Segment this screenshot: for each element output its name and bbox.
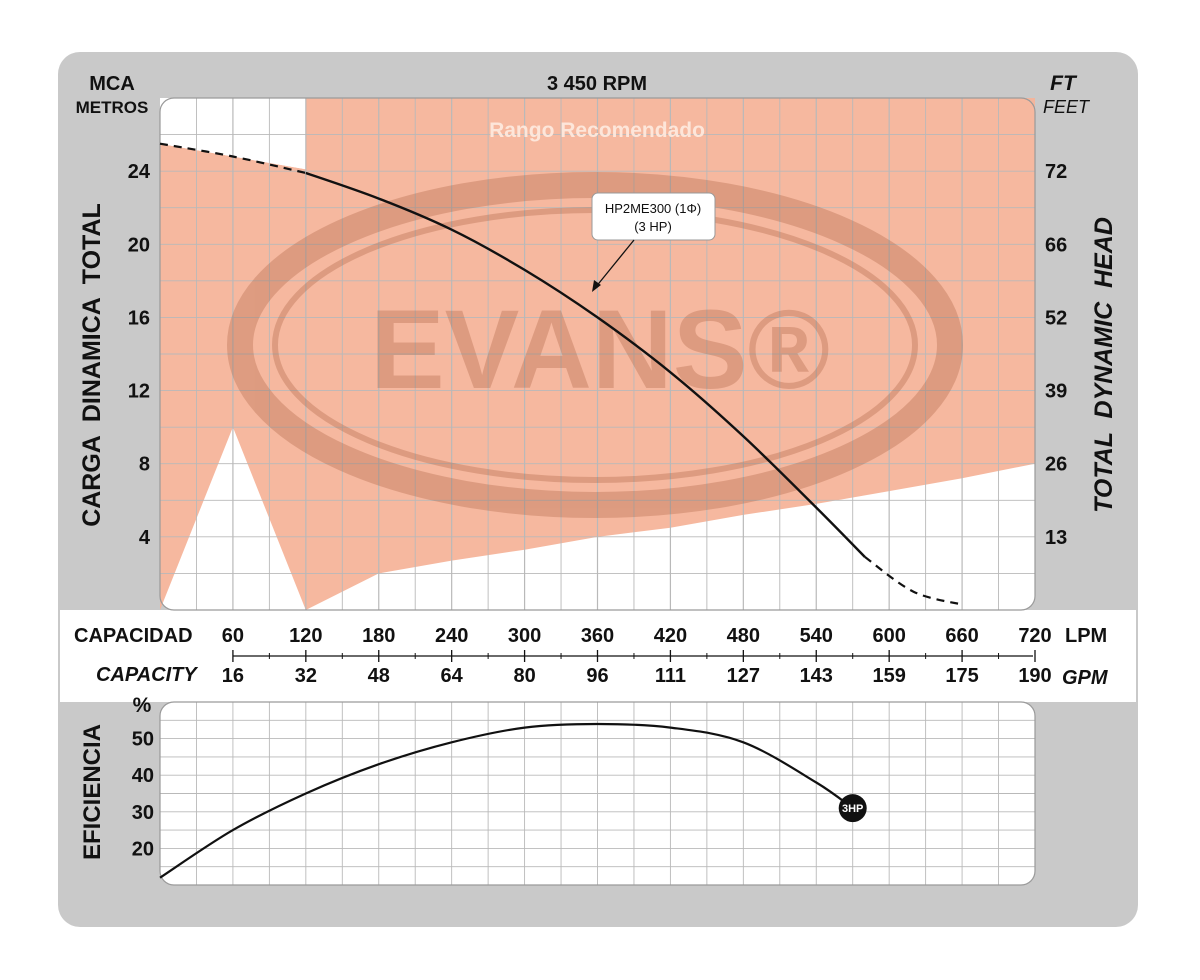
left-unit-top: MCA [89, 73, 135, 95]
efficiency-unit: % [133, 694, 152, 717]
y-tick-right: 52 [1045, 307, 1067, 329]
x-tick-lpm: 300 [508, 625, 541, 647]
x-tick-lpm: 540 [800, 625, 833, 647]
x-tick-gpm: 111 [655, 665, 686, 687]
head-plot-border [159, 97, 1036, 611]
efficiency-curve [159, 722, 854, 879]
y-tick-efficiency: 40 [132, 765, 154, 787]
efficiency-plot-border [159, 701, 1036, 886]
x-axis-lpm-label: CAPACIDAD [74, 625, 193, 647]
callout-pointer [594, 239, 635, 289]
head-curve-dashed-left [159, 142, 307, 175]
y-tick-left: 4 [139, 527, 151, 549]
efficiency-end-marker [838, 794, 867, 823]
head-curve-dashed-right [864, 556, 963, 606]
y-tick-left: 8 [139, 454, 150, 476]
x-tick-lpm: 420 [654, 625, 687, 647]
x-axis-gpm-unit: GPM [1062, 667, 1109, 689]
chart-title: 3 450 RPM [547, 73, 647, 95]
series-callout: HP2ME300 (1Φ) (3 HP) [591, 192, 716, 292]
y-tick-left: 20 [128, 234, 150, 256]
right-axis-label: TOTAL DYNAMIC HEAD [1090, 217, 1118, 513]
x-tick-gpm: 64 [441, 665, 464, 687]
y-tick-efficiency: 20 [132, 838, 154, 860]
x-tick-gpm: 175 [945, 665, 978, 687]
x-tick-gpm: 16 [222, 665, 244, 687]
x-tick-lpm: 480 [727, 625, 760, 647]
x-tick-gpm: 143 [800, 665, 833, 687]
x-tick-lpm: 360 [581, 625, 614, 647]
x-tick-gpm: 190 [1018, 665, 1051, 687]
x-tick-gpm: 80 [513, 665, 535, 687]
head-curve-solid [305, 171, 866, 558]
y-tick-right: 13 [1045, 527, 1067, 549]
x-tick-lpm: 60 [222, 625, 244, 647]
series-callout-subtitle: (3 HP) [634, 219, 672, 234]
left-axis-label: CARGA DINAMICA TOTAL [78, 203, 106, 527]
y-tick-efficiency: 30 [132, 802, 154, 824]
x-tick-lpm: 600 [872, 625, 905, 647]
evans-watermark: EVANS® [227, 172, 963, 518]
x-tick-gpm: 127 [727, 665, 760, 687]
x-tick-gpm: 32 [295, 665, 317, 687]
x-axis-lpm-unit: LPM [1065, 625, 1107, 647]
y-tick-left: 16 [128, 307, 150, 329]
x-tick-lpm: 120 [289, 625, 322, 647]
x-tick-lpm: 180 [362, 625, 395, 647]
y-tick-right: 39 [1045, 381, 1067, 403]
y-tick-right: 72 [1045, 161, 1067, 183]
x-tick-lpm: 660 [945, 625, 978, 647]
x-tick-lpm: 720 [1018, 625, 1051, 647]
x-tick-gpm: 48 [368, 665, 390, 687]
right-unit-bottom: FEET [1043, 97, 1091, 117]
y-tick-efficiency: 50 [132, 729, 154, 751]
x-tick-lpm: 240 [435, 625, 468, 647]
recommended-range-label: Rango Recomendado [489, 119, 705, 142]
y-tick-right: 26 [1045, 454, 1067, 476]
watermark-text: EVANS® [370, 287, 830, 412]
callout-arrowhead [592, 280, 601, 292]
y-tick-right: 66 [1045, 234, 1067, 256]
series-callout-name: HP2ME300 (1Φ) [605, 201, 701, 216]
y-tick-left: 12 [128, 381, 150, 403]
efficiency-axis-label: EFICIENCIA [79, 724, 106, 860]
right-unit-top: FT [1050, 72, 1078, 95]
x-tick-gpm: 96 [586, 665, 608, 687]
x-axis-gpm-label: CAPACITY [96, 664, 198, 686]
y-tick-left: 24 [128, 161, 151, 183]
efficiency-end-marker-label: 3HP [842, 803, 863, 815]
left-unit-bottom: METROS [76, 98, 149, 117]
x-tick-gpm: 159 [872, 665, 905, 687]
